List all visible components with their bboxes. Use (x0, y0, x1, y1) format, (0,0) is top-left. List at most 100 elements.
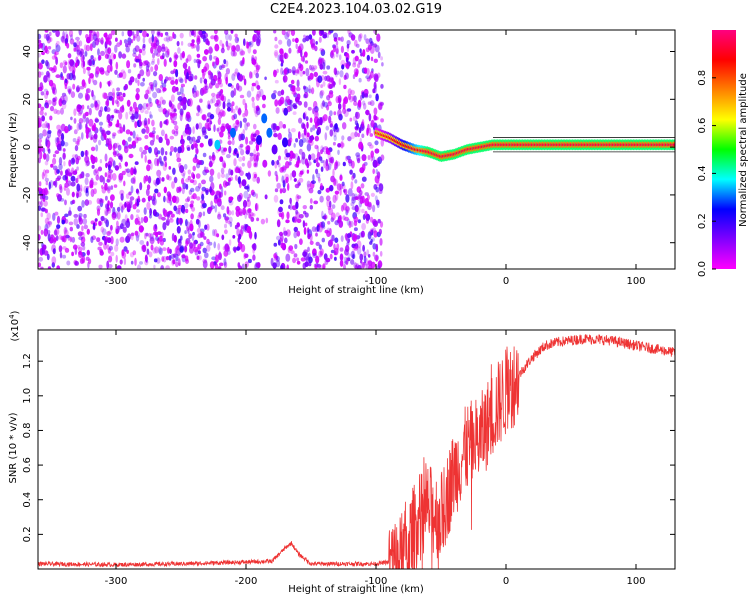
noise-point (279, 48, 284, 55)
noise-point (196, 104, 201, 112)
y-tick-label: 1.2 (22, 353, 33, 369)
noise-point (138, 225, 144, 233)
noise-point (244, 261, 249, 268)
noise-point (132, 130, 136, 139)
noise-point (108, 91, 113, 98)
noise-point (109, 172, 113, 180)
noise-point (233, 158, 237, 167)
noise-point (201, 34, 205, 39)
noise-point (220, 125, 226, 132)
noise-point (312, 248, 317, 256)
noise-point (108, 230, 113, 235)
noise-point (190, 187, 195, 193)
noise-point (312, 108, 315, 115)
chart-title: C2E4.2023.104.03.02.G19 (269, 2, 443, 17)
noise-point (79, 184, 83, 192)
noise-point (70, 116, 73, 121)
noise-point (352, 234, 358, 242)
noise-point (340, 45, 344, 54)
noise-point (63, 153, 66, 158)
noise-point (244, 108, 249, 117)
noise-point (193, 58, 197, 64)
noise-point (367, 42, 373, 50)
noise-point (165, 151, 168, 156)
noise-point (61, 92, 67, 97)
noise-point (205, 166, 209, 173)
x-tick-label: -300 (105, 576, 128, 587)
noise-point (71, 167, 75, 174)
noise-point (46, 253, 50, 261)
noise-point (63, 229, 69, 237)
noise-point (143, 216, 149, 223)
noise-point (255, 93, 260, 101)
noise-point (157, 31, 161, 36)
noise-point (281, 187, 287, 194)
noise-point (208, 138, 213, 147)
noise-point (46, 35, 51, 44)
noise-point (298, 172, 303, 177)
noise-point (47, 99, 52, 105)
noise-point (60, 170, 63, 176)
noise-point (193, 84, 197, 93)
noise-point (311, 87, 315, 95)
noise-point (349, 95, 354, 103)
noise-point (106, 178, 110, 183)
noise-point (144, 259, 149, 266)
noise-point (202, 247, 207, 254)
noise-point (370, 119, 375, 128)
noise-point (115, 211, 118, 220)
noise-point (158, 213, 162, 220)
colorbar-tick-label: 0.8 (697, 70, 708, 86)
noise-point (150, 46, 154, 54)
noise-point (285, 219, 290, 224)
noise-point (195, 185, 201, 192)
noise-point (56, 215, 61, 224)
noise-point (237, 176, 241, 185)
noise-point (343, 264, 346, 269)
noise-point (320, 182, 323, 190)
noise-point (298, 177, 304, 183)
noise-point (346, 233, 352, 239)
noise-point (249, 71, 253, 79)
noise-point (74, 169, 78, 175)
noise-point (236, 37, 239, 42)
noise-point (360, 183, 365, 189)
noise-point (66, 187, 70, 196)
noise-point (224, 229, 228, 235)
noise-point (176, 40, 180, 47)
noise-point (208, 161, 213, 167)
noise-point (81, 104, 85, 110)
noise-point (151, 130, 156, 134)
noise-point (286, 30, 291, 37)
noise-point (128, 199, 133, 206)
noise-point (195, 218, 200, 225)
noise-point (285, 161, 290, 169)
noise-point (104, 53, 109, 59)
noise-point (231, 138, 235, 146)
noise-point (235, 167, 240, 174)
noise-point (103, 217, 108, 224)
noise-point (40, 200, 43, 208)
noise-point (125, 220, 131, 228)
noise-point (47, 221, 53, 225)
noise-point (116, 42, 121, 48)
noise-point (169, 57, 172, 63)
noise-point (318, 225, 323, 233)
noise-point (70, 34, 73, 41)
x-tick-label: -300 (105, 276, 128, 287)
noise-point (320, 30, 324, 35)
noise-point (63, 142, 69, 147)
noise-point (330, 156, 335, 164)
noise-point (55, 44, 61, 53)
noise-point (106, 203, 110, 212)
tone-core (672, 143, 675, 147)
noise-point (219, 65, 223, 70)
noise-point (231, 73, 236, 81)
noise-point (187, 228, 190, 234)
noise-point (163, 209, 168, 218)
noise-point (365, 213, 371, 221)
noise-point (253, 154, 257, 162)
noise-point (244, 146, 248, 151)
noise-point (336, 243, 340, 251)
noise-point (341, 142, 345, 148)
